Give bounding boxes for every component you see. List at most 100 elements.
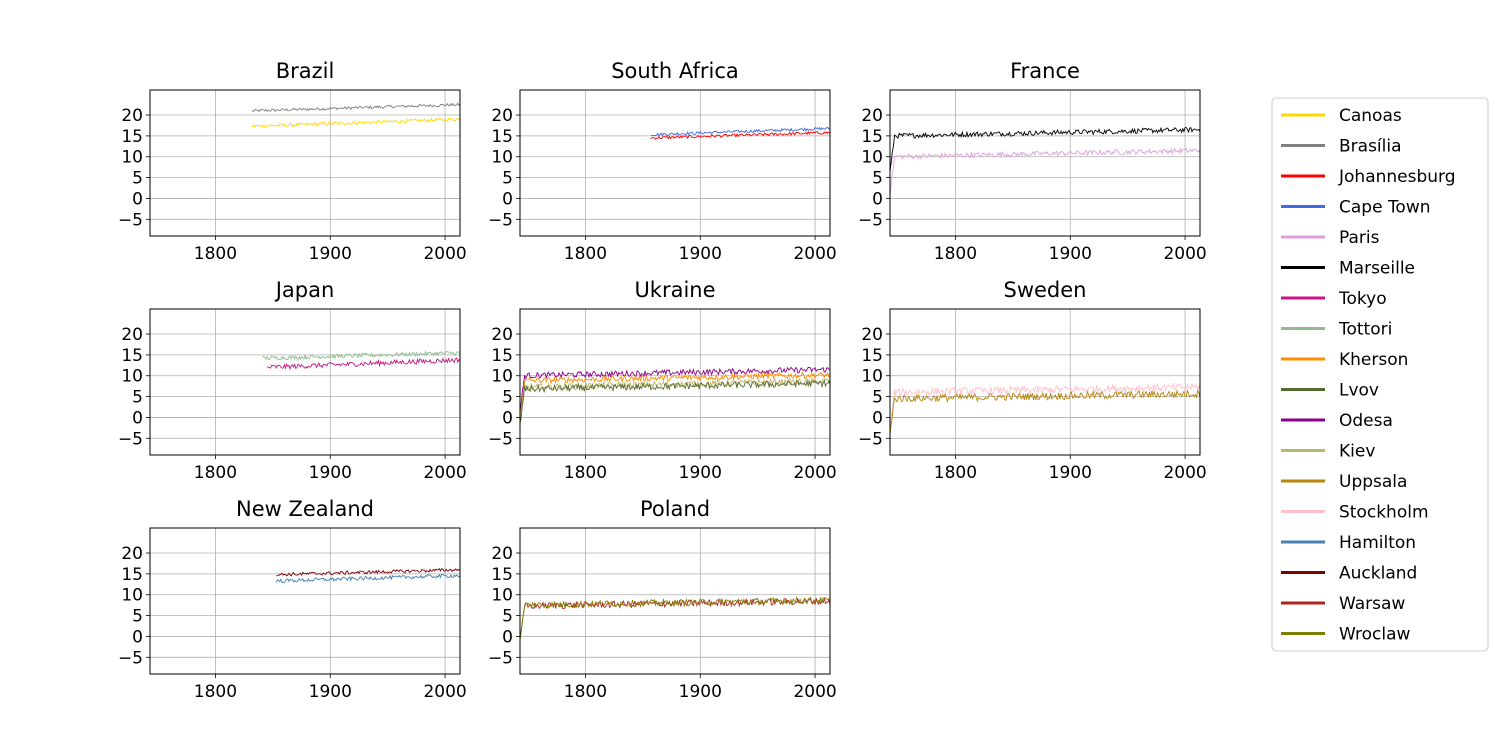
legend-label: Kiev (1339, 442, 1375, 462)
y-tick-label: 0 (502, 627, 513, 647)
series-line-brasília (251, 102, 461, 113)
y-tick-label: −5 (118, 210, 143, 230)
y-tick-label: 20 (121, 325, 143, 345)
axes-frame (889, 89, 1201, 237)
x-tick-label: 2000 (1163, 463, 1206, 483)
x-tick-label: 2000 (423, 682, 466, 702)
x-tick-label: 2000 (423, 463, 466, 483)
series-line-paris (889, 147, 1201, 196)
legend-label: Brasília (1339, 137, 1402, 157)
series-line-kherson (519, 371, 831, 418)
panel-title: Ukraine (634, 278, 715, 302)
panel-title: South Africa (611, 59, 739, 83)
y-tick-label: 0 (872, 189, 883, 209)
series-line-lvov (519, 379, 831, 424)
panel-title: France (1010, 59, 1080, 83)
y-tick-label: 5 (502, 388, 513, 408)
axes-frame (149, 527, 461, 675)
axes-frame (519, 89, 831, 237)
y-tick-label: 20 (861, 106, 883, 126)
x-tick-label: 1900 (679, 682, 722, 702)
legend-label: Marseille (1339, 259, 1415, 279)
series-line-stockholm (889, 382, 1201, 428)
y-tick-label: 10 (121, 586, 143, 606)
legend-label: Uppsala (1339, 472, 1407, 492)
legend-label: Stockholm (1339, 503, 1429, 523)
legend-label: Kherson (1339, 350, 1408, 370)
axes-frame (519, 527, 831, 675)
y-tick-label: 5 (872, 169, 883, 189)
y-tick-label: 0 (132, 408, 143, 428)
legend-label: Canoas (1339, 106, 1402, 126)
series-line-auckland (276, 567, 461, 577)
x-tick-label: 1800 (564, 463, 607, 483)
legend-label: Paris (1339, 228, 1380, 248)
y-tick-label: 10 (491, 586, 513, 606)
x-tick-label: 2000 (1163, 244, 1206, 264)
y-tick-label: 15 (861, 346, 883, 366)
series-line-tottori (262, 350, 461, 361)
x-tick-label: 2000 (793, 682, 836, 702)
y-tick-label: 20 (121, 106, 143, 126)
y-tick-label: 15 (861, 127, 883, 147)
series-line-uppsala (889, 388, 1201, 435)
x-tick-label: 1900 (1049, 244, 1092, 264)
x-tick-label: 1800 (934, 463, 977, 483)
y-tick-label: 0 (502, 408, 513, 428)
legend-label: Warsaw (1339, 594, 1405, 614)
axes-frame (889, 308, 1201, 456)
y-tick-label: 0 (132, 627, 143, 647)
panel-title: Sweden (1004, 278, 1087, 302)
legend-label: Cape Town (1339, 198, 1431, 218)
panel-title: Japan (274, 278, 335, 302)
y-tick-label: 5 (872, 388, 883, 408)
y-tick-label: −5 (118, 648, 143, 668)
y-tick-label: 15 (121, 127, 143, 147)
y-tick-label: 10 (491, 148, 513, 168)
series-line-cape-town (650, 126, 831, 137)
y-tick-label: 10 (121, 367, 143, 387)
series-line-odesa (519, 366, 830, 413)
y-tick-label: 0 (502, 189, 513, 209)
panel-title: Brazil (276, 59, 335, 83)
x-tick-label: 1800 (194, 244, 237, 264)
legend-label: Auckland (1339, 564, 1417, 584)
y-tick-label: −5 (488, 648, 513, 668)
x-tick-label: 1800 (934, 244, 977, 264)
legend-label: Tokyo (1338, 289, 1387, 309)
x-tick-label: 2000 (423, 244, 466, 264)
series-line-johannesburg (650, 131, 831, 140)
x-tick-label: 1900 (309, 244, 352, 264)
x-tick-label: 1900 (1049, 463, 1092, 483)
y-tick-label: −5 (858, 429, 883, 449)
y-tick-label: 5 (132, 169, 143, 189)
x-tick-label: 1900 (679, 463, 722, 483)
y-tick-label: 20 (121, 544, 143, 564)
y-tick-label: 15 (121, 346, 143, 366)
legend: Canoas Brasília Johannesburg Cape Town Paris… (1271, 97, 1489, 652)
y-tick-label: 15 (121, 565, 143, 585)
legend-box (1271, 97, 1489, 652)
y-tick-label: 0 (872, 408, 883, 428)
series-line-marseille (889, 126, 1201, 172)
y-tick-label: 20 (861, 325, 883, 345)
y-tick-label: 0 (132, 189, 143, 209)
x-tick-label: 1800 (194, 682, 237, 702)
legend-label: Wroclaw (1339, 625, 1411, 645)
y-tick-label: 10 (861, 367, 883, 387)
y-tick-label: 5 (502, 169, 513, 189)
y-tick-label: −5 (858, 210, 883, 230)
legend-label: Johannesburg (1338, 167, 1456, 187)
x-tick-label: 2000 (793, 244, 836, 264)
y-tick-label: 20 (491, 325, 513, 345)
y-tick-label: 15 (491, 346, 513, 366)
axes-frame (149, 308, 461, 456)
x-tick-label: 1900 (679, 244, 722, 264)
series-line-kiev (519, 377, 831, 423)
